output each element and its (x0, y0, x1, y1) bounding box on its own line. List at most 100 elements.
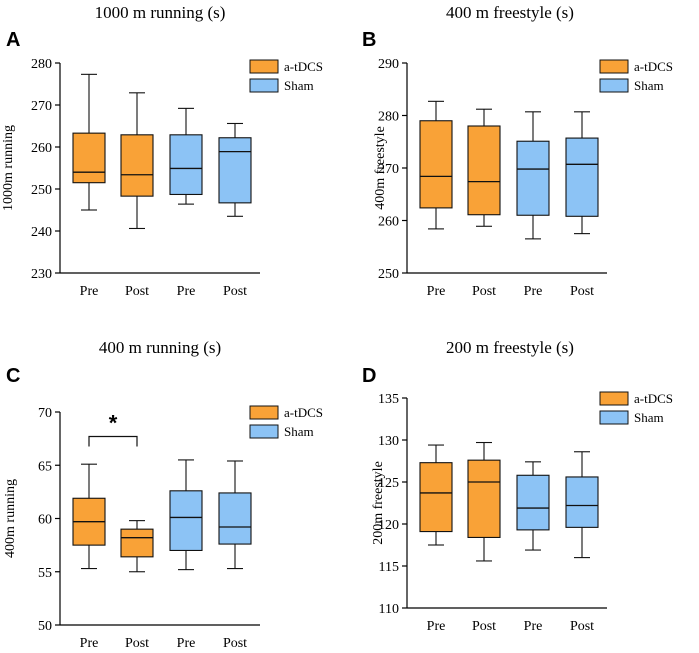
y-tick-label: 270 (378, 162, 399, 177)
y-tick-label: 130 (378, 434, 399, 449)
legend-swatch (599, 391, 629, 406)
x-tick-label: Post (472, 284, 496, 299)
legend-swatch (249, 78, 279, 93)
panel-label: D (362, 365, 376, 387)
y-tick-label: 280 (378, 110, 399, 125)
legend-swatch (249, 405, 279, 420)
y-tick-label: 65 (38, 459, 52, 474)
panel-label: B (362, 29, 376, 51)
legend-label: Sham (284, 424, 314, 439)
box-2 (467, 108, 501, 227)
y-tick-label: 120 (378, 518, 399, 533)
box-iqr (120, 134, 154, 197)
y-tick-label: 115 (379, 560, 399, 575)
y-axis-label: 400m running (3, 479, 18, 558)
y-tick-label: 70 (38, 406, 52, 421)
x-tick-label: Pre (177, 636, 196, 651)
legend-label: Sham (284, 78, 314, 93)
box-1 (419, 444, 453, 546)
legend-swatch (249, 424, 279, 439)
chart-title: 400 m freestyle (s) (446, 3, 574, 22)
y-tick-label: 240 (31, 225, 52, 240)
y-tick-label: 280 (31, 57, 52, 72)
panel-b: B 400 m freestyle (s) 250 260 270 280 290 400m … (362, 3, 673, 299)
legend-label: a-tDCS (634, 391, 673, 406)
legend-label: Sham (634, 78, 664, 93)
box-iqr (565, 476, 599, 528)
panel-a: A 1000 m running (s) 230 240 250 260 270 280 100… (1, 3, 323, 299)
box-iqr (419, 120, 453, 209)
box-iqr (565, 137, 599, 217)
box-2 (120, 520, 154, 573)
box-2 (467, 441, 501, 562)
box-iqr (516, 474, 550, 531)
x-tick-label: Pre (80, 636, 99, 651)
y-axis-label: 200m freestyle (371, 461, 386, 545)
box-1 (72, 73, 106, 211)
panel-label: C (6, 365, 20, 387)
legend-swatch (599, 78, 629, 93)
box-iqr (120, 528, 154, 558)
x-tick-label: Pre (177, 284, 196, 299)
y-tick-label: 260 (378, 215, 399, 230)
box-1 (72, 463, 106, 570)
chart-title: 400 m running (s) (99, 338, 221, 357)
legend-label: a-tDCS (634, 59, 673, 74)
legend-swatch (249, 59, 279, 74)
box-iqr (218, 137, 252, 204)
x-tick-label: Post (472, 619, 496, 634)
box-3 (516, 111, 550, 240)
box-3 (169, 107, 203, 205)
chart-title: 1000 m running (s) (95, 3, 226, 22)
chart-title: 200 m freestyle (s) (446, 338, 574, 357)
legend-swatch (599, 410, 629, 425)
y-tick-label: 250 (378, 267, 399, 282)
box-iqr (169, 490, 203, 551)
box-iqr (72, 132, 106, 184)
x-tick-label: Post (570, 619, 594, 634)
significance-star: * (109, 410, 118, 435)
x-tick-label: Post (223, 636, 247, 651)
y-tick-label: 135 (378, 392, 399, 407)
box-4 (218, 460, 252, 570)
x-tick-label: Post (570, 284, 594, 299)
box-4 (565, 111, 599, 235)
panel-d: D 200 m freestyle (s) 110 115 120 125 130 135 20… (362, 338, 673, 634)
box-4 (565, 451, 599, 559)
significance-bracket (88, 435, 138, 447)
y-tick-label: 270 (31, 99, 52, 114)
box-iqr (516, 140, 550, 216)
y-tick-label: 260 (31, 141, 52, 156)
box-iqr (169, 134, 203, 196)
box-1 (419, 100, 453, 230)
panel-label: A (6, 29, 20, 51)
box-4 (218, 122, 252, 217)
x-tick-label: Pre (80, 284, 99, 299)
y-tick-label: 290 (378, 57, 399, 72)
legend-label: Sham (634, 410, 664, 425)
y-axis-label: 1000m running (1, 125, 16, 211)
x-tick-label: Pre (524, 619, 543, 634)
box-iqr (419, 462, 453, 533)
box-iqr (467, 125, 501, 216)
x-tick-label: Post (125, 636, 149, 651)
x-tick-label: Pre (427, 619, 446, 634)
y-tick-label: 230 (31, 267, 52, 282)
box-3 (516, 461, 550, 551)
x-tick-label: Pre (427, 284, 446, 299)
y-axis-label: 400m freestyle (373, 126, 388, 210)
y-tick-label: 50 (38, 619, 52, 634)
box-3 (169, 459, 203, 571)
y-tick-label: 110 (379, 602, 399, 617)
x-tick-label: Pre (524, 284, 543, 299)
box-iqr (467, 459, 501, 538)
legend-label: a-tDCS (284, 405, 323, 420)
legend-label: a-tDCS (284, 59, 323, 74)
y-tick-label: 55 (38, 566, 52, 581)
y-tick-label: 125 (378, 476, 399, 491)
x-tick-label: Post (223, 284, 247, 299)
y-tick-label: 250 (31, 183, 52, 198)
panel-c: C 400 m running (s) 50 55 60 65 70 400m running… (3, 338, 323, 651)
x-tick-label: Post (125, 284, 149, 299)
